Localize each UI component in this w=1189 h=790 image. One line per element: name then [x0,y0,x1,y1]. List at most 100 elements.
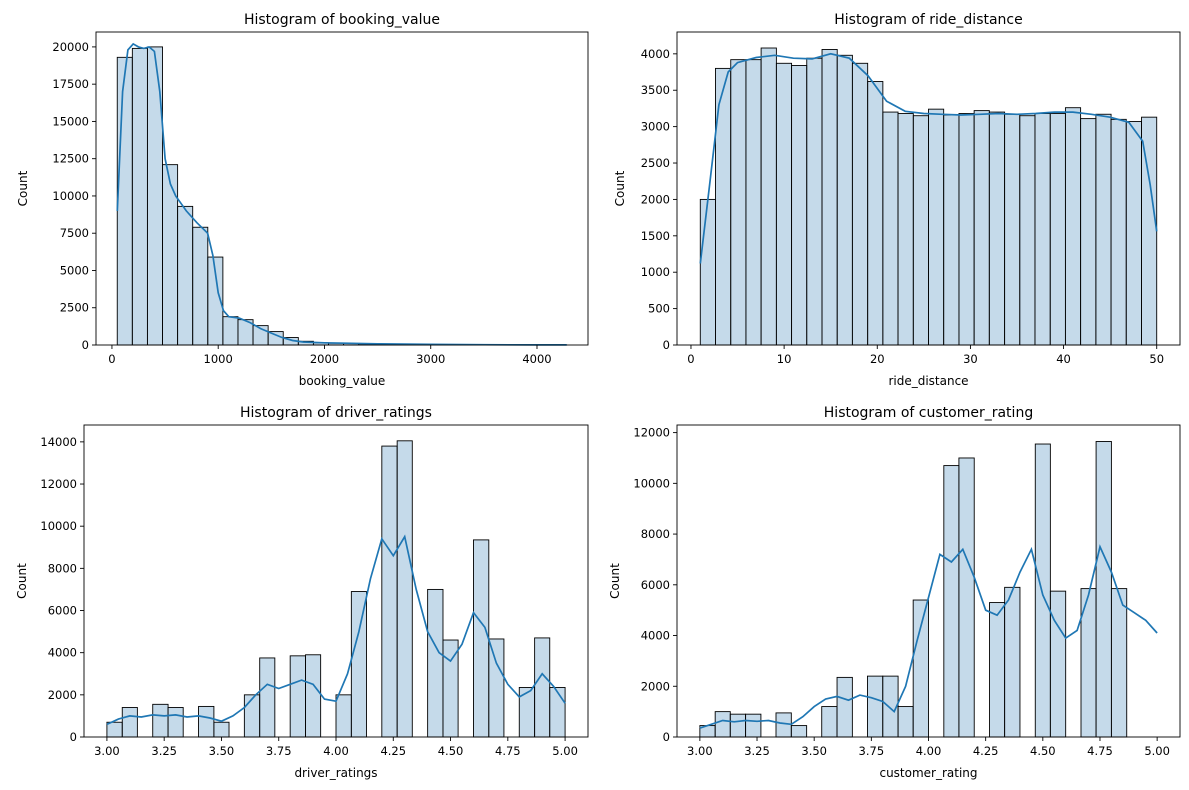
histogram-bar [198,705,215,738]
histogram-bar [775,712,792,738]
y-tick-label: 0 [70,730,77,744]
x-tick-label: 3.00 [94,744,120,758]
histogram-bar [867,675,884,738]
histogram-bar [1004,586,1021,738]
y-tick-label: 2000 [641,192,670,206]
histogram-bar [729,713,747,738]
x-tick-label: 2000 [310,352,339,366]
histogram-bar [836,676,853,738]
axes-frame [95,31,589,346]
histogram-bar [473,539,490,738]
y-tick-label: 2500 [641,156,670,170]
histogram-bar [973,110,990,346]
y-tick-label: 500 [648,302,670,316]
y-tick-label: 1500 [641,229,670,243]
histogram-bar [790,725,808,738]
y-axis-label: Count [608,563,622,599]
histogram-bar [1049,113,1066,346]
x-axis-label: ride_distance [888,374,968,388]
histogram-bar [791,65,808,346]
x-tick-label: 3.25 [744,744,770,758]
x-tick-label: 4000 [522,352,551,366]
histogram-bar [1095,113,1112,346]
panel-customer-rating: Histogram of customer_rating customer_ra… [608,405,1181,780]
x-tick-label: 50 [1149,352,1164,366]
histogram-bar [1034,113,1051,346]
panel-title: Histogram of ride_distance [834,12,1023,28]
x-tick-label: 4.50 [438,744,464,758]
histogram-bar [1125,121,1142,346]
x-tick-label: 5.00 [1144,744,1170,758]
histogram-bar [867,81,884,346]
x-tick-label: 3.00 [687,744,713,758]
x-tick-label: 20 [870,352,885,366]
y-tick-label: 2000 [48,688,77,702]
x-tick-label: 5.00 [552,744,578,758]
y-tick-label: 6000 [641,578,670,592]
x-tick-label: 3.75 [859,744,885,758]
histogram-bar [427,588,444,738]
histogram-bar [912,599,929,738]
histogram-bar [381,445,398,738]
y-tick-label: 4000 [641,47,670,61]
histogram-bar [958,457,975,738]
x-tick-label: 4.75 [1087,744,1113,758]
y-tick-label: 12500 [52,152,89,166]
histogram-bar [745,713,762,738]
histogram-bar [988,111,1006,346]
histogram-bar [1110,118,1127,346]
x-tick-label: 3.25 [151,744,177,758]
x-tick-label: 1000 [204,352,233,366]
histogram-bar [116,56,133,346]
y-tick-label: 8000 [48,561,77,575]
histogram-bar [152,703,169,738]
histogram-bar [775,62,793,346]
histogram-bar [1095,441,1112,738]
histogram-bar [1080,118,1097,346]
histogram-bar [897,113,914,346]
y-tick-label: 5000 [60,263,89,277]
y-tick-label: 4000 [48,646,77,660]
x-tick-label: 4.50 [1030,744,1056,758]
x-tick-label: 4.25 [973,744,999,758]
histogram-bar [131,47,148,346]
panel-title: Histogram of booking_value [244,12,440,28]
y-tick-label: 12000 [633,426,670,440]
histogram-bar [1064,107,1082,346]
x-tick-label: 0 [108,352,115,366]
y-tick-label: 10000 [52,189,89,203]
x-tick-label: 3.50 [209,744,235,758]
histogram-bar [167,707,184,738]
x-tick-label: 3.75 [266,744,292,758]
y-tick-label: 10000 [40,519,77,533]
histogram-bar [121,707,138,738]
histogram-bar [1004,113,1021,346]
kde-line [699,52,1158,264]
histogram-bar [488,638,505,738]
histogram-bar [851,62,869,346]
histogram-bar [836,54,853,346]
histogram-bar [958,113,975,346]
histogram-bar [350,591,367,738]
axes-frame [676,31,1181,346]
x-tick-label: 3000 [416,352,445,366]
x-tick-label: 4.00 [916,744,942,758]
histogram-bar [1019,115,1036,346]
kde-line [116,42,567,346]
histogram-bar [882,111,899,346]
kde-line [699,544,1158,729]
histogram-bar [943,465,960,738]
histogram-bar [821,706,838,738]
histogram-bar [943,114,960,346]
histogram-bar [222,316,239,346]
x-tick-label: 4.00 [323,744,349,758]
x-tick-label: 4.25 [380,744,406,758]
y-tick-label: 7500 [60,226,89,240]
plot-area: 0 1000 2000 3000 4000 0 2500 5000 7500 10000 12500… [52,31,589,366]
histogram-bar [534,637,551,738]
panel-driver-ratings: Histogram of driver_ratings driver_ratin… [15,405,589,780]
y-tick-label: 10000 [633,476,670,490]
x-tick-label: 3.50 [801,744,827,758]
y-tick-label: 3500 [641,83,670,97]
histogram-bar [989,602,1006,738]
